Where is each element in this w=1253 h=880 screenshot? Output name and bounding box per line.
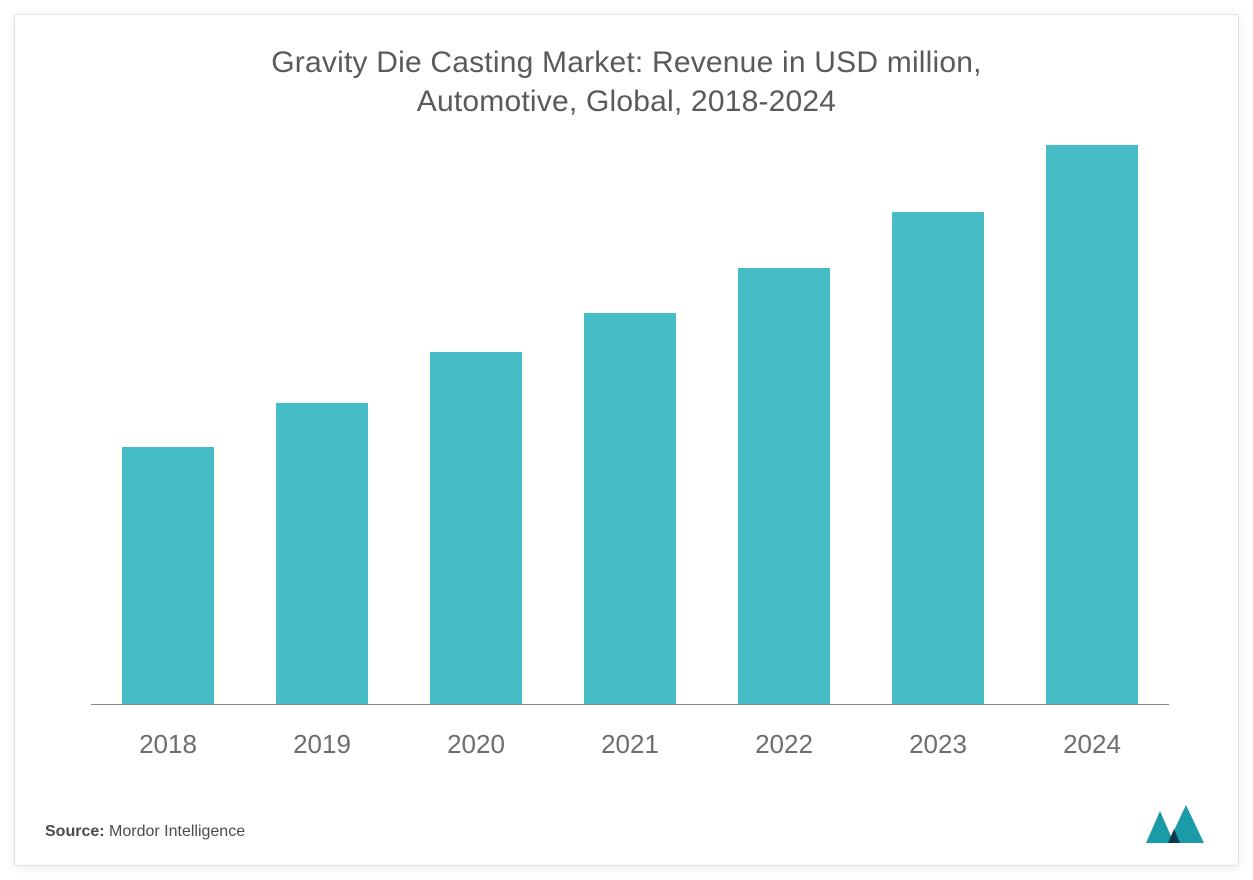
bar-slot: [707, 145, 861, 705]
source-attribution: Source: Mordor Intelligence: [45, 823, 245, 841]
bar-slot: [399, 145, 553, 705]
bar-slot: [245, 145, 399, 705]
chart-title: Gravity Die Casting Market: Revenue in U…: [15, 43, 1238, 121]
bar-slot: [91, 145, 245, 705]
logo-shape-left: [1146, 811, 1174, 843]
xlabel: 2021: [553, 729, 707, 760]
bar-slot: [861, 145, 1015, 705]
chart-title-line2: Automotive, Global, 2018-2024: [417, 85, 836, 118]
bar-2022: [738, 268, 830, 705]
bar-2019: [276, 403, 368, 705]
xlabel: 2022: [707, 729, 861, 760]
bar-2020: [430, 352, 522, 705]
xlabel: 2018: [91, 729, 245, 760]
x-axis-labels: 2018 2019 2020 2021 2022 2023 2024: [91, 729, 1169, 760]
chart-title-line1: Gravity Die Casting Market: Revenue in U…: [271, 46, 981, 79]
chart-card: Gravity Die Casting Market: Revenue in U…: [14, 14, 1239, 866]
bars-container: [91, 145, 1169, 705]
bar-2021: [584, 313, 676, 705]
bar-2024: [1046, 145, 1138, 705]
source-text: Mordor Intelligence: [109, 823, 245, 840]
xlabel: 2019: [245, 729, 399, 760]
bar-slot: [553, 145, 707, 705]
xlabel: 2020: [399, 729, 553, 760]
bar-2023: [892, 212, 984, 705]
source-label: Source:: [45, 823, 105, 840]
x-axis-line: [91, 704, 1169, 705]
bar-slot: [1015, 145, 1169, 705]
xlabel: 2024: [1015, 729, 1169, 760]
xlabel: 2023: [861, 729, 1015, 760]
mordor-logo-icon: [1146, 805, 1204, 843]
plot-area: [91, 145, 1169, 705]
bar-2018: [122, 447, 214, 705]
